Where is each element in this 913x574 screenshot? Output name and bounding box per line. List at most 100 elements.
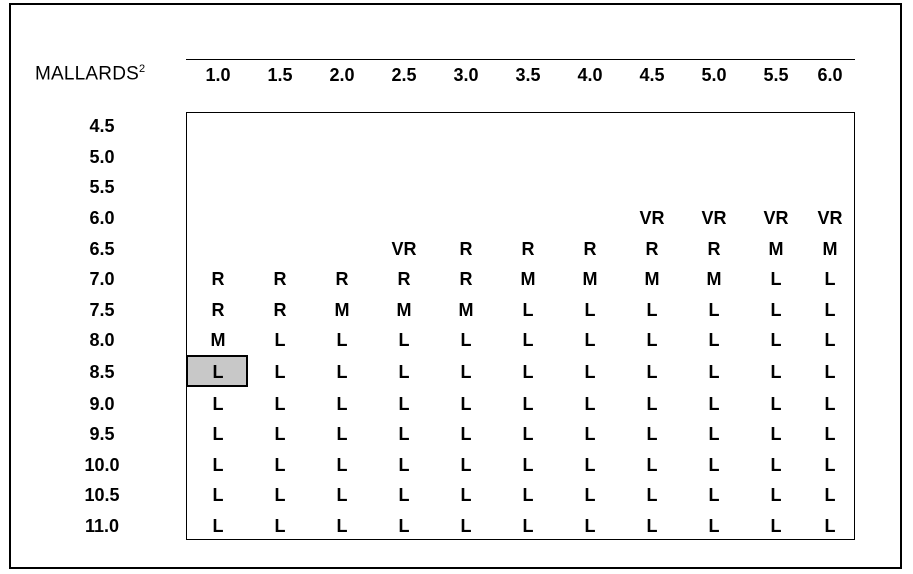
table-cell: L	[646, 485, 658, 505]
table-cell: L	[770, 269, 782, 289]
column-header: 2.5	[391, 65, 417, 85]
table-cell: L	[770, 300, 782, 320]
table-cell: L	[212, 455, 224, 475]
table-cell: L	[274, 455, 286, 475]
table-cell: R	[459, 269, 473, 289]
table-cell: L	[336, 455, 348, 475]
table-cell: R	[707, 239, 721, 259]
row-header: 9.5	[89, 424, 115, 444]
table-cell: L	[824, 300, 836, 320]
table-cell: L	[274, 330, 286, 350]
table-cell: R	[211, 300, 225, 320]
table-cell: L	[824, 516, 836, 536]
row-header: 8.0	[89, 330, 115, 350]
table-cell: L	[336, 424, 348, 444]
table-cell: L	[522, 485, 534, 505]
table-cell: M	[396, 300, 412, 320]
table-cell: L	[274, 394, 286, 414]
table-cell: L	[584, 394, 596, 414]
table-cell: L	[646, 300, 658, 320]
table-cell: L	[522, 330, 534, 350]
grid-box	[186, 112, 855, 540]
table-cell: M	[458, 300, 474, 320]
table-cell: L	[646, 516, 658, 536]
table-cell: L	[824, 455, 836, 475]
row-header: 5.0	[89, 147, 115, 167]
table-cell: L	[708, 300, 720, 320]
table-cell: M	[644, 269, 660, 289]
table-cell: L	[770, 394, 782, 414]
table-cell: L	[336, 516, 348, 536]
table-cell: L	[274, 424, 286, 444]
table-cell: M	[520, 269, 536, 289]
table-cell: L	[522, 424, 534, 444]
table-cell: L	[708, 485, 720, 505]
table-cell: VR	[817, 208, 843, 228]
table-cell: L	[460, 394, 472, 414]
row-header: 10.0	[84, 455, 120, 475]
table-cell: L	[584, 455, 596, 475]
table-cell: L	[824, 485, 836, 505]
table-cell: M	[582, 269, 598, 289]
table-cell: M	[210, 330, 226, 350]
column-header: 5.0	[701, 65, 727, 85]
table-cell: L	[646, 424, 658, 444]
table-cell: L	[646, 455, 658, 475]
column-header: 4.0	[577, 65, 603, 85]
table-cell: L	[708, 424, 720, 444]
column-header: 4.5	[639, 65, 665, 85]
table-cell: M	[334, 300, 350, 320]
table-cell: L	[708, 394, 720, 414]
table-cell: L	[584, 424, 596, 444]
table-cell: VR	[763, 208, 789, 228]
table-cell: VR	[639, 208, 665, 228]
table-cell: R	[459, 239, 473, 259]
table-cell: L	[522, 300, 534, 320]
table-cell: L	[824, 362, 836, 382]
table-cell: L	[460, 485, 472, 505]
row-header: 10.5	[84, 485, 120, 505]
table-cell: L	[460, 516, 472, 536]
table-cell: L	[522, 394, 534, 414]
row-header: 5.5	[89, 177, 115, 197]
table-cell: L	[824, 330, 836, 350]
column-header: 3.5	[515, 65, 541, 85]
table-cell: L	[522, 516, 534, 536]
table-cell: L	[336, 394, 348, 414]
table-cell: L	[584, 485, 596, 505]
table-cell: R	[521, 239, 535, 259]
table-cell: L	[646, 394, 658, 414]
table-cell: L	[212, 516, 224, 536]
table-cell: M	[822, 239, 838, 259]
table-cell: L	[584, 300, 596, 320]
table-cell: L	[212, 485, 224, 505]
table-cell: L	[398, 394, 410, 414]
table-cell: L	[398, 362, 410, 382]
table-cell: R	[335, 269, 349, 289]
table-cell: L	[770, 330, 782, 350]
table-cell: R	[645, 239, 659, 259]
row-header: 6.5	[89, 239, 115, 259]
table-cell: L	[398, 516, 410, 536]
table-cell: R	[397, 269, 411, 289]
table-cell: L	[274, 362, 286, 382]
table-cell: L	[708, 330, 720, 350]
table-cell: L	[336, 362, 348, 382]
table-cell: L	[274, 485, 286, 505]
table-frame	[9, 3, 902, 569]
table-cell: L	[584, 330, 596, 350]
table-cell: L	[212, 394, 224, 414]
table-cell: R	[273, 300, 287, 320]
table-cell: R	[273, 269, 287, 289]
table-cell: L	[460, 362, 472, 382]
table-cell: L	[708, 362, 720, 382]
table-cell: L	[584, 516, 596, 536]
table-cell: M	[706, 269, 722, 289]
table-cell: R	[211, 269, 225, 289]
row-header: 7.5	[89, 300, 115, 320]
table-cell: L	[460, 424, 472, 444]
row-header: 8.5	[89, 362, 115, 382]
table-cell: L	[646, 330, 658, 350]
column-header: 6.0	[817, 65, 843, 85]
table-cell: L	[274, 516, 286, 536]
